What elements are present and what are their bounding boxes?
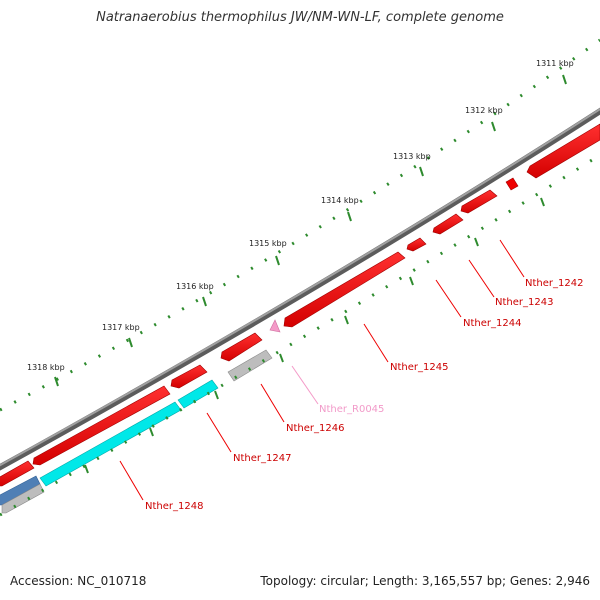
genome-backbone <box>0 107 600 471</box>
gene-label: Nther_1247 <box>233 453 291 464</box>
gene-label: Nther_1244 <box>463 318 521 329</box>
label-connectors <box>119 239 525 501</box>
cds-arrow <box>406 237 427 252</box>
kbp-label: 1314 kbp <box>321 196 359 205</box>
gene-label: Nther_1245 <box>390 362 448 373</box>
major-ticks <box>54 74 567 387</box>
kbp-label: 1312 kbp <box>465 106 503 115</box>
cds-arrow <box>526 123 600 179</box>
cog-block-gray <box>1 483 45 514</box>
kbp-label: 1313 kbp <box>393 152 431 161</box>
accession-text: Accession: NC_010718 <box>10 574 147 588</box>
gene-label: Nther_1243 <box>495 297 553 308</box>
gene-label: Nther_R0045 <box>319 404 384 415</box>
cog-block-gray <box>227 349 273 382</box>
cds-arrow <box>32 385 171 466</box>
gene-label: Nther_1246 <box>286 423 344 434</box>
gene-label: Nther_1248 <box>145 501 203 512</box>
map-title: Natranaerobius thermophilus JW/NM-WN-LF,… <box>96 10 504 25</box>
rna-marker <box>269 319 281 333</box>
gene-labels: Nther_1242 Nther_1243 Nther_1244 Nther_1… <box>145 278 583 512</box>
cog-block-cyan <box>177 379 219 409</box>
cog-features <box>0 349 273 514</box>
gene-label: Nther_1242 <box>525 278 583 289</box>
kbp-labels: 1311 kbp 1312 kbp 1313 kbp 1314 kbp 1315… <box>27 59 574 372</box>
kbp-label: 1318 kbp <box>27 363 65 372</box>
cds-features <box>0 123 600 487</box>
cds-arrow <box>170 364 208 389</box>
kbp-label: 1317 kbp <box>102 323 140 332</box>
genome-summary-text: Topology: circular; Length: 3,165,557 bp… <box>260 574 590 588</box>
cds-arrow <box>283 251 406 328</box>
cds-arrow <box>0 460 35 487</box>
inner-major-ticks <box>84 197 545 474</box>
cds-arrow <box>505 177 519 191</box>
cds-arrow <box>432 213 464 235</box>
kbp-label: 1316 kbp <box>176 282 214 291</box>
kbp-label: 1311 kbp <box>536 59 574 68</box>
kbp-label: 1315 kbp <box>249 239 287 248</box>
outer-tick-ring <box>0 38 600 412</box>
cds-arrow <box>460 189 498 214</box>
cds-arrow <box>220 332 263 362</box>
